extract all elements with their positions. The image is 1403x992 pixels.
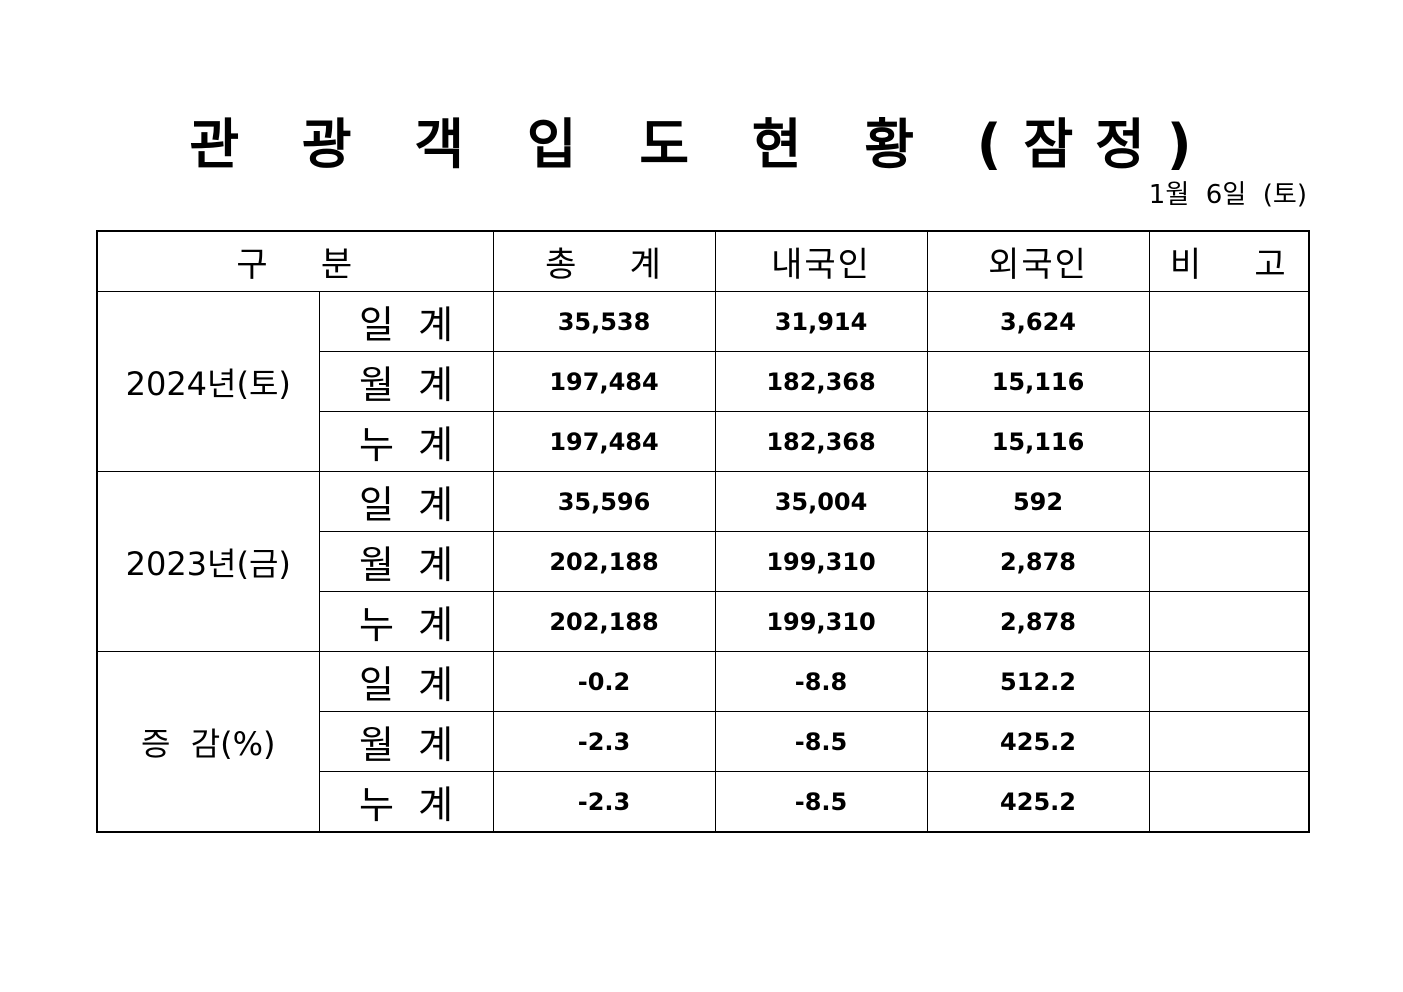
- total-cell: 202,188: [492, 531, 716, 592]
- foreign-cell: 2,878: [926, 531, 1150, 592]
- document-title: 관 광 객 입 도 현 황 (잠정): [189, 113, 1214, 176]
- row-label: 일 계: [318, 471, 494, 532]
- group-label-change: 증 감(%): [96, 651, 320, 833]
- domestic-cell: 199,310: [714, 591, 928, 652]
- domestic-cell: 31,914: [714, 291, 928, 352]
- note-cell: [1148, 591, 1310, 652]
- report-date: 1월 6일 (토): [1148, 180, 1307, 210]
- row-label: 월 계: [318, 711, 494, 772]
- table-row: 2023년(금) 일 계 35,596 35,004 592: [96, 471, 1310, 652]
- total-cell: 197,484: [492, 351, 716, 412]
- domestic-cell: 182,368: [714, 411, 928, 472]
- foreign-cell: 592: [926, 471, 1150, 532]
- table-row: 증 감(%) 일 계 -0.2 -8.8 512.2: [96, 651, 1310, 833]
- total-cell: -2.3: [492, 771, 716, 833]
- visitor-stats-table: 구 분 총 계 내국인 외국인 비 고 2024년(토) 일 계 35,538 …: [96, 230, 1311, 833]
- total-cell: 35,596: [492, 471, 716, 532]
- foreign-cell: 15,116: [926, 351, 1150, 412]
- foreign-cell: 2,878: [926, 591, 1150, 652]
- row-label: 월 계: [318, 351, 494, 412]
- domestic-cell: -8.5: [714, 711, 928, 772]
- row-label: 누 계: [318, 411, 494, 472]
- table-row: 2024년(토) 일 계 35,538 31,914 3,624: [96, 291, 1310, 472]
- domestic-cell: 182,368: [714, 351, 928, 412]
- foreign-cell: 425.2: [926, 771, 1150, 833]
- row-label: 일 계: [318, 651, 494, 712]
- table-header-row: 구 분 총 계 내국인 외국인 비 고: [96, 230, 1310, 292]
- table-row: 월 계 202,188 199,310 2,878: [97, 531, 1310, 592]
- domestic-cell: -8.8: [714, 651, 928, 712]
- note-cell: [1148, 651, 1310, 712]
- foreign-cell: 3,624: [926, 291, 1150, 352]
- total-cell: 35,538: [492, 291, 716, 352]
- foreign-cell: 15,116: [926, 411, 1150, 472]
- table-row: 누 계 -2.3 -8.5 425.2: [97, 771, 1310, 833]
- total-cell: 197,484: [492, 411, 716, 472]
- total-cell: -0.2: [492, 651, 716, 712]
- table-row: 누 계 197,484 182,368 15,116: [97, 411, 1310, 472]
- row-label: 누 계: [318, 771, 494, 833]
- header-domestic: 내국인: [714, 230, 928, 292]
- note-cell: [1148, 471, 1310, 532]
- row-label: 누 계: [318, 591, 494, 652]
- foreign-cell: 512.2: [926, 651, 1150, 712]
- note-cell: [1148, 411, 1310, 472]
- domestic-cell: 35,004: [714, 471, 928, 532]
- header-note: 비 고: [1148, 230, 1310, 292]
- note-cell: [1148, 771, 1310, 833]
- total-cell: -2.3: [492, 711, 716, 772]
- domestic-cell: 199,310: [714, 531, 928, 592]
- row-label: 월 계: [318, 531, 494, 592]
- table-row: 월 계 -2.3 -8.5 425.2: [97, 711, 1310, 772]
- note-cell: [1148, 711, 1310, 772]
- domestic-cell: -8.5: [714, 771, 928, 833]
- row-label: 일 계: [318, 291, 494, 352]
- total-cell: 202,188: [492, 591, 716, 652]
- note-cell: [1148, 531, 1310, 592]
- header-foreign: 외국인: [926, 230, 1150, 292]
- note-cell: [1148, 351, 1310, 412]
- group-label-2024: 2024년(토): [96, 291, 320, 472]
- header-total: 총 계: [492, 230, 716, 292]
- foreign-cell: 425.2: [926, 711, 1150, 772]
- group-label-2023: 2023년(금): [96, 471, 320, 652]
- header-category: 구 분: [96, 230, 494, 292]
- note-cell: [1148, 291, 1310, 352]
- table-row: 누 계 202,188 199,310 2,878: [97, 591, 1310, 652]
